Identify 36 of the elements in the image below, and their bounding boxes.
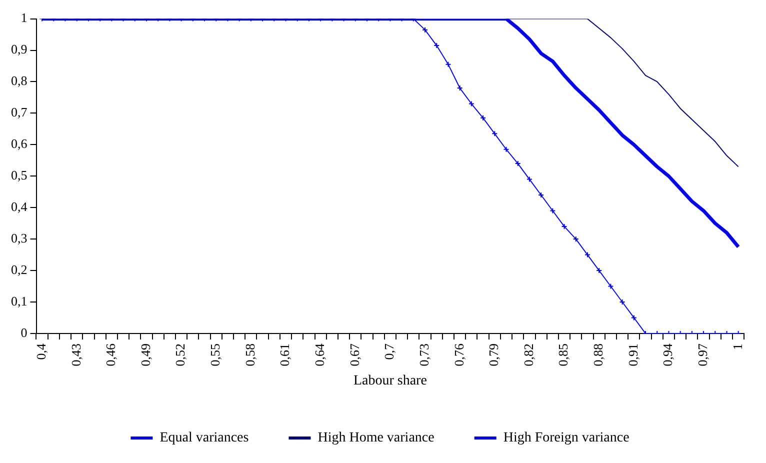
x-tick-label: 0,91 <box>625 343 640 366</box>
y-tick-label: 0 <box>20 324 28 340</box>
x-tick-label: 0,46 <box>103 342 118 366</box>
x-tick-label: 0,94 <box>660 342 676 366</box>
x-tick-label: 0,82 <box>520 343 536 366</box>
x-tick-label: 0,4 <box>33 342 48 360</box>
x-tick-label: 0,58 <box>242 343 258 366</box>
y-tick-label: 0,2 <box>11 262 28 277</box>
y-tick-label: 0,4 <box>11 199 28 214</box>
y-tick-label: 0,9 <box>11 42 28 57</box>
legend-label: High Home variance <box>318 430 434 446</box>
x-tick-label: 0,73 <box>416 343 432 366</box>
y-tick-label: 0,7 <box>11 104 28 120</box>
y-tick-label: 1 <box>20 10 28 26</box>
y-tick-label: 0,1 <box>11 293 28 308</box>
y-tick-label: 0,3 <box>11 230 28 246</box>
legend-label: Equal variances <box>160 430 249 446</box>
x-tick-label: 0,49 <box>138 343 153 366</box>
legend-label: High Foreign variance <box>503 430 630 446</box>
x-axis-title: Labour share <box>353 373 427 388</box>
x-tick-label: 0,61 <box>277 343 292 366</box>
y-tick-label: 0,5 <box>11 168 28 183</box>
x-tick-label: 1 <box>730 343 745 350</box>
y-tick-label: 0,6 <box>11 136 28 152</box>
x-tick-label: 0,43 <box>68 343 84 366</box>
x-tick-label: 0,85 <box>556 343 571 366</box>
x-tick-label: 0,64 <box>312 342 327 366</box>
x-tick-label: 0,79 <box>486 343 502 366</box>
y-tick-label: 0,8 <box>11 73 28 88</box>
x-tick-label: 0,76 <box>451 342 466 366</box>
x-tick-label: 0,52 <box>172 343 188 366</box>
x-tick-label: 0,67 <box>346 342 362 366</box>
x-tick-label: 0,7 <box>382 342 397 360</box>
x-tick-label: 0,55 <box>208 343 223 366</box>
x-tick-label: 0,97 <box>694 342 710 366</box>
x-tick-label: 0,88 <box>590 343 606 366</box>
